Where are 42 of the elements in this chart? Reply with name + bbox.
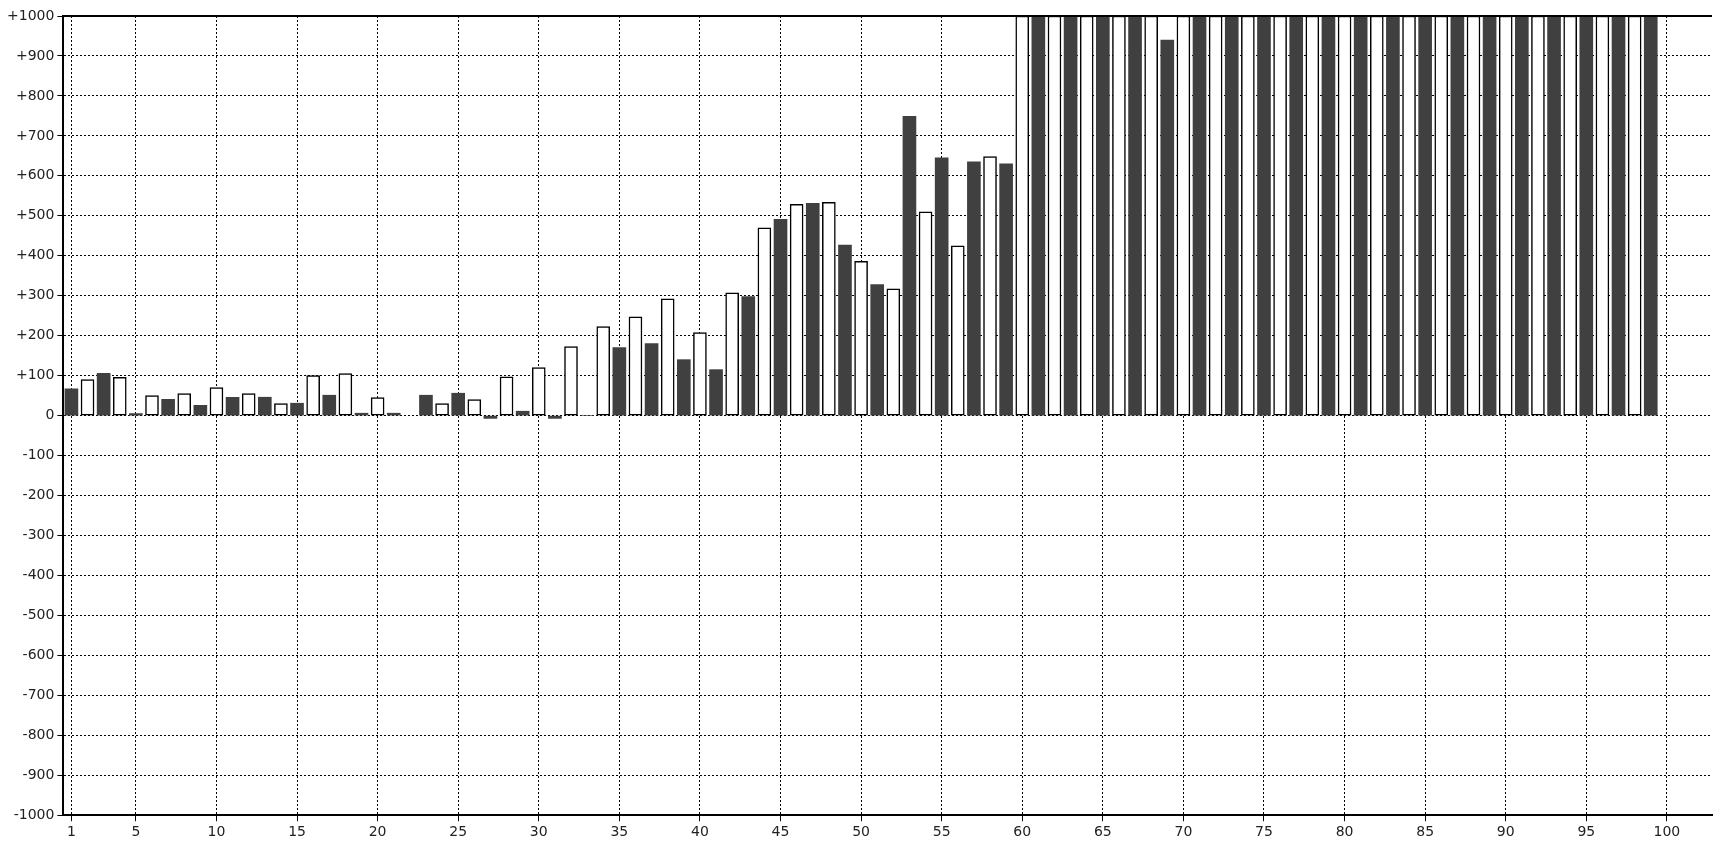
y-tick-label: -100 [22, 446, 55, 463]
x-tick-label: 5 [131, 823, 141, 840]
x-tick-label: 50 [852, 823, 870, 840]
x-tick-label: 75 [1255, 823, 1273, 840]
x-tick-label: 15 [288, 823, 306, 840]
x-tick-label: 20 [368, 823, 387, 840]
y-tick-label: +500 [15, 206, 55, 223]
y-tick-label: 0 [45, 406, 55, 423]
x-tick-label: 30 [529, 823, 548, 840]
x-tick-label: 85 [1416, 823, 1435, 840]
y-tick-label: -800 [22, 725, 55, 742]
x-tick-label: 95 [1577, 823, 1596, 840]
y-tick-label: -600 [22, 646, 55, 662]
y-tick-label: -500 [22, 606, 55, 623]
y-tick-label: -300 [22, 526, 55, 543]
y-tick-label: +300 [15, 286, 55, 303]
x-tick-label: 60 [1013, 823, 1032, 840]
x-tick-label: 100 [1653, 823, 1681, 840]
y-tick-label: +200 [15, 326, 55, 343]
y-tick-label: -900 [22, 765, 55, 782]
x-tick-label: 35 [610, 823, 629, 840]
y-tick-label: +900 [15, 46, 55, 63]
y-tick-label: -400 [22, 566, 55, 583]
x-tick-label: 65 [1093, 823, 1112, 840]
x-tick-label: 40 [691, 823, 709, 840]
y-tick-label: +700 [15, 126, 55, 143]
x-tick-label: 90 [1496, 823, 1515, 840]
x-tick-label: 10 [207, 823, 226, 840]
y-tick-label: -200 [22, 486, 55, 503]
x-tick-label: 45 [771, 823, 790, 840]
y-tick-label: +1000 [7, 6, 55, 23]
y-tick-label: +600 [15, 166, 55, 183]
x-tick-label: 25 [449, 823, 468, 840]
y-tick-label: +100 [15, 366, 55, 383]
y-tick-label: -1000 [13, 805, 55, 822]
x-tick-label: 55 [932, 823, 951, 840]
x-tick-label: 80 [1335, 823, 1354, 840]
x-tick-label: 70 [1174, 823, 1193, 840]
y-tick-label: +800 [15, 86, 55, 103]
y-tick-label: -700 [22, 685, 55, 702]
y-tick-label: +400 [15, 246, 55, 263]
x-tick-label: 1 [66, 823, 76, 840]
